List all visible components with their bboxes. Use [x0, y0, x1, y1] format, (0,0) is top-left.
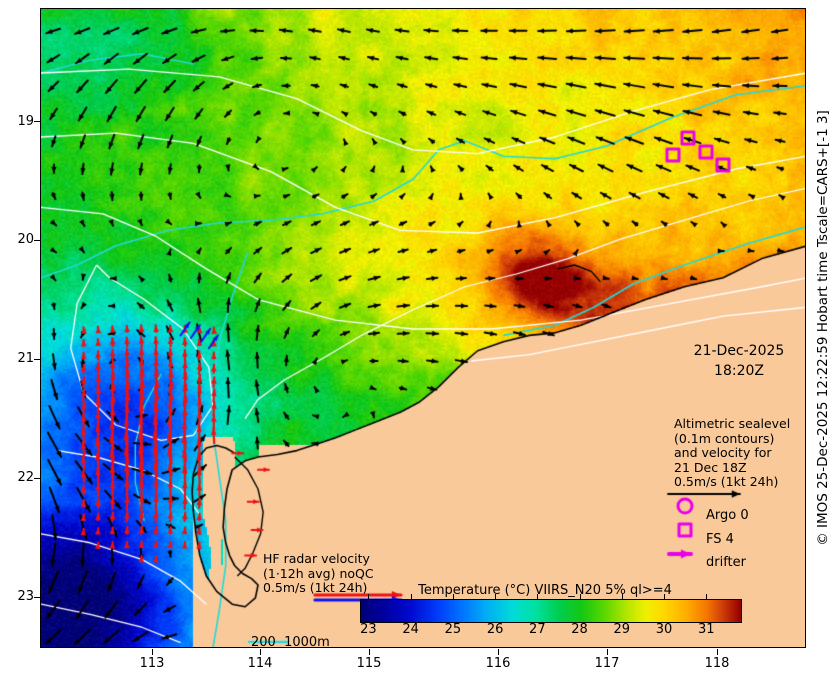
- date-text: 21-Dec-2025: [693, 343, 785, 359]
- time-text: 18:20Z: [714, 363, 764, 379]
- colorbar-tick-mark: [537, 594, 539, 600]
- colorbar-tick-label: 28: [571, 622, 588, 637]
- colorbar-tick-label: 29: [613, 622, 631, 637]
- datetime-stamp: 21-Dec-2025 18:20Z: [669, 341, 805, 381]
- x-tick-label: 117: [594, 656, 620, 671]
- credit-label: © IMOS 25-Dec-2025 12:22:59 Hobart time …: [815, 110, 831, 546]
- x-tick-mark: [260, 649, 261, 655]
- colorbar-tick-mark: [368, 594, 370, 600]
- x-tick-label: 115: [356, 656, 382, 671]
- colorbar-tick-label: 27: [529, 622, 546, 637]
- altimetric-legend-text: Altimetric sealevel (0.1m contours) and …: [674, 416, 791, 489]
- x-tick-label: 113: [139, 656, 165, 671]
- depth-contour-legend: 200 1000m: [251, 635, 330, 648]
- x-tick-mark: [607, 649, 608, 655]
- y-tick-label: 22: [17, 470, 34, 485]
- x-tick-label: 118: [704, 656, 730, 671]
- map-plot-area[interactable]: 21-Dec-2025 18:20Z Altimetric sealevel (…: [40, 8, 806, 648]
- colorbar-tick-label: 23: [360, 622, 377, 637]
- drifter-legend-label: drifter: [706, 555, 746, 570]
- colorbar-tick-label: 30: [655, 622, 673, 637]
- colorbar-tick-mark: [664, 594, 665, 600]
- credit-text: © IMOS 25-Dec-2025 12:22:59 Hobart time …: [806, 8, 840, 648]
- colorbar-tick-mark: [495, 594, 497, 600]
- colorbar-gradient: [360, 599, 742, 623]
- colorbar-tick-mark: [410, 594, 412, 600]
- y-tick-label: 20: [17, 232, 34, 247]
- x-tick-mark: [717, 649, 718, 655]
- fs-legend-label: FS 4: [706, 532, 734, 547]
- hf-radar-legend-text: HF radar velocity (1·12h avg) noQC 0.5m/…: [263, 551, 374, 595]
- colorbar-tick-label: 31: [697, 622, 715, 637]
- colorbar-tick-mark: [621, 594, 623, 600]
- y-tick-mark: [34, 597, 40, 598]
- colorbar-tick-mark: [579, 594, 581, 600]
- y-tick-label: 21: [17, 351, 34, 366]
- x-tick-mark: [498, 649, 499, 655]
- colorbar-tick-label: 25: [444, 622, 462, 637]
- colorbar: Temperature (°C) VIIRS_N20 5% ql>=4 23 24…: [330, 583, 760, 645]
- vector-overlay-layer: [41, 9, 805, 647]
- colorbar-title: Temperature (°C) VIIRS_N20 5% ql>=4: [418, 583, 672, 598]
- depth-1000-label: 1000m: [284, 635, 330, 648]
- y-tick-label: 23: [17, 589, 34, 604]
- x-tick-label: 116: [485, 656, 511, 671]
- x-tick-mark: [369, 649, 370, 655]
- y-tick-mark: [34, 478, 40, 479]
- colorbar-tick-label: 26: [486, 622, 504, 637]
- y-tick-mark: [34, 121, 40, 122]
- x-tick-label: 114: [247, 656, 273, 671]
- colorbar-tick-label: 24: [402, 622, 419, 637]
- colorbar-tick-mark: [706, 594, 708, 600]
- y-tick-mark: [34, 359, 40, 360]
- y-tick-mark: [34, 240, 40, 241]
- x-tick-mark: [152, 649, 153, 655]
- colorbar-tick-mark: [452, 594, 454, 600]
- depth-200-label: 200: [251, 635, 276, 648]
- argo-legend-label: Argo 0: [706, 508, 749, 523]
- y-tick-label: 19: [17, 114, 34, 129]
